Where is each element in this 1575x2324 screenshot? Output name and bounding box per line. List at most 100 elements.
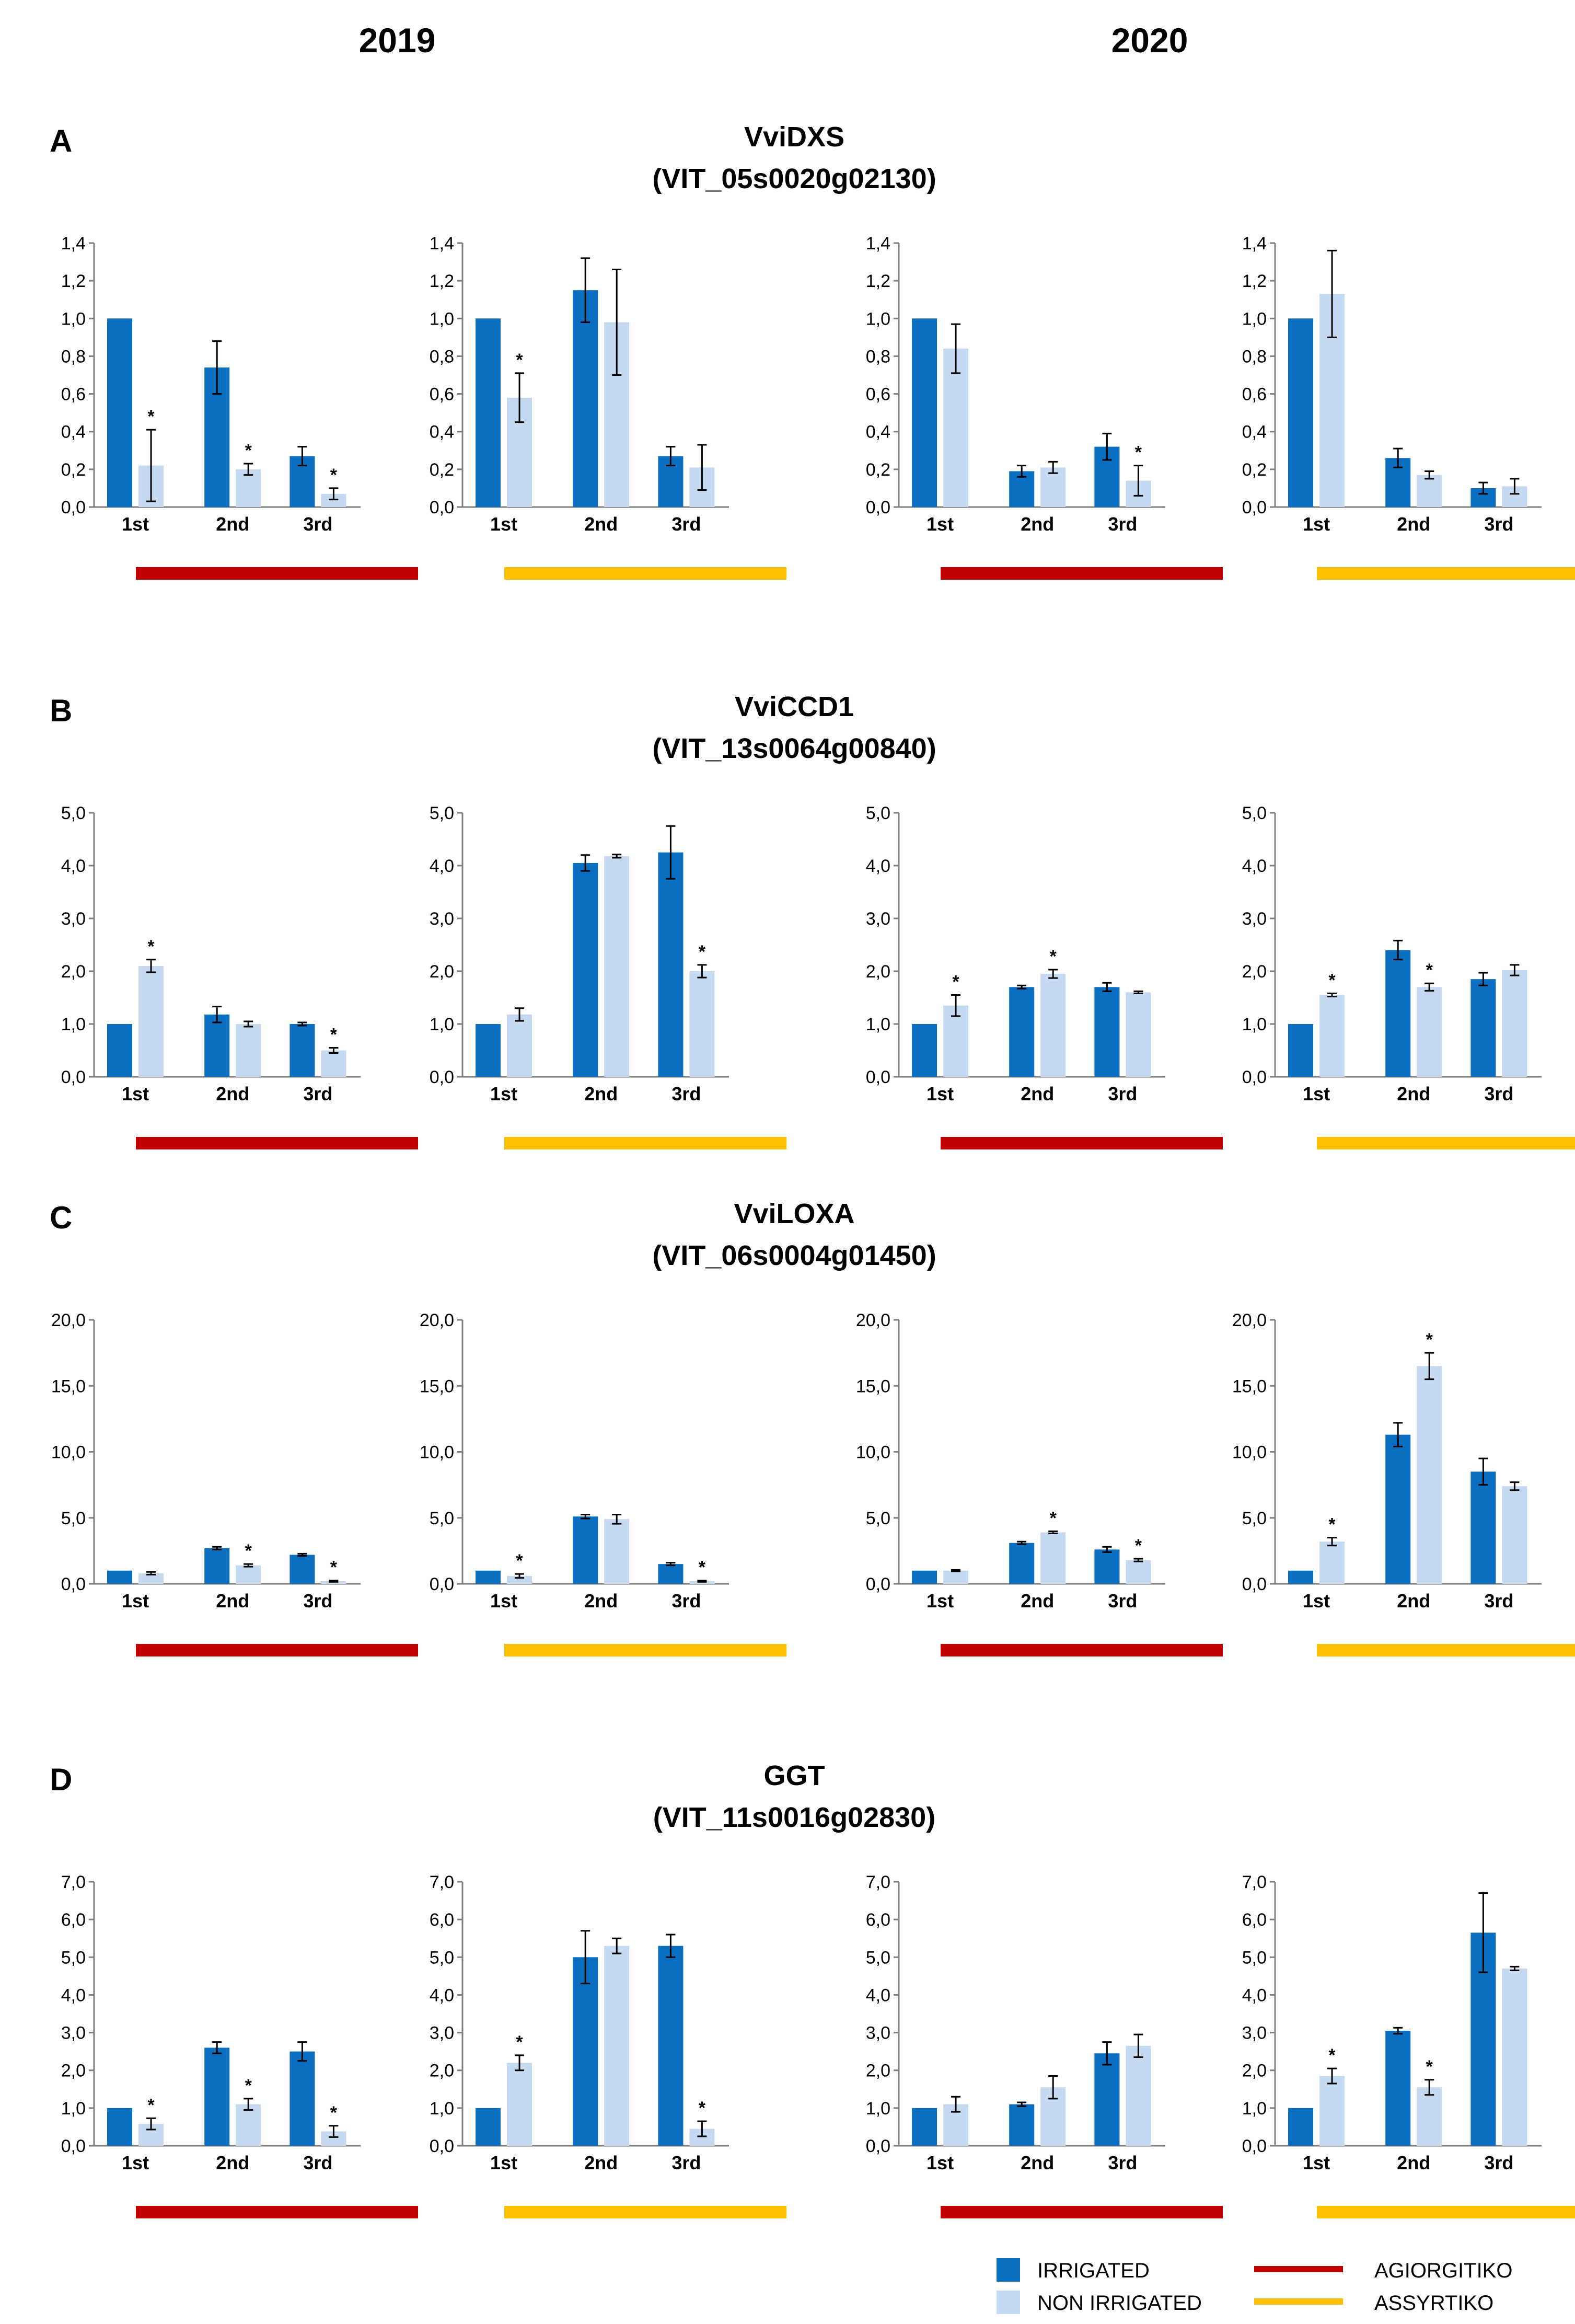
chart-2020-agiorgitiko: 0,0 1,0 2,0 3,0 4,0 5,0 6,0 7,0 1st 2nd 3rd	[866, 1872, 1223, 2218]
y-tick-label: 1,0	[61, 1015, 86, 1034]
bar-irrigated	[573, 1516, 598, 1584]
bar-non-irrigated	[1502, 1968, 1527, 2146]
x-category-label: 1st	[927, 1590, 954, 1612]
y-tick-label: 15,0	[420, 1376, 454, 1396]
y-tick-label: 1,0	[866, 2099, 890, 2119]
bar-irrigated	[573, 862, 598, 1077]
panel-letter: A	[50, 123, 72, 158]
cultivar-bar-agiorgitiko	[136, 2206, 418, 2218]
bar-irrigated	[658, 1946, 684, 2146]
x-category-label: 2nd	[1021, 1590, 1054, 1612]
y-tick-label: 1,2	[430, 271, 454, 291]
bar-non-irrigated	[138, 1573, 164, 1584]
y-tick-label: 0,4	[866, 422, 890, 442]
legend: IRRIGATED NON IRRIGATED AGIORGITIKO ASSY…	[997, 2258, 1512, 2315]
bar-irrigated	[204, 1548, 230, 1584]
bar-non-irrigated	[507, 1014, 532, 1077]
y-tick-label: 1,0	[866, 309, 890, 329]
bar-non-irrigated	[689, 971, 715, 1077]
y-tick-label: 0,4	[61, 422, 86, 442]
y-tick-label: 20,0	[420, 1310, 454, 1330]
y-tick-label: 7,0	[1242, 1872, 1267, 1892]
y-tick-label: 6,0	[1242, 1910, 1267, 1930]
y-tick-label: 2,0	[430, 2061, 454, 2081]
y-tick-label: 5,0	[430, 1509, 454, 1528]
significance-marker: *	[952, 972, 959, 992]
y-tick-label: 5,0	[430, 1948, 454, 1968]
bar-non-irrigated	[943, 1005, 969, 1077]
bar-irrigated	[289, 1024, 315, 1077]
bar-irrigated	[1094, 987, 1120, 1077]
y-tick-label: 4,0	[61, 1985, 86, 2005]
significance-marker: *	[1328, 970, 1336, 990]
bar-non-irrigated	[1126, 2045, 1151, 2146]
x-category-label: 2nd	[1021, 1083, 1054, 1105]
y-tick-label: 0,0	[866, 1574, 890, 1594]
x-category-label: 2nd	[584, 1083, 618, 1105]
chart-2020-assyrtiko: 0,0 5,0 10,0 15,0 20,0 * 1st * 2nd 3rd	[1232, 1310, 1575, 1656]
y-tick-label: 6,0	[866, 1910, 890, 1930]
bar-irrigated	[912, 1024, 937, 1077]
significance-marker: *	[147, 407, 155, 427]
bar-non-irrigated	[236, 2104, 261, 2146]
y-tick-label: 3,0	[61, 2023, 86, 2043]
bar-irrigated	[1009, 987, 1035, 1077]
gene-name: GGT	[764, 1760, 825, 1791]
cultivar-bar-agiorgitiko	[136, 1644, 418, 1656]
bar-non-irrigated	[1040, 1532, 1066, 1584]
bar-irrigated	[658, 1564, 684, 1584]
significance-marker: *	[1426, 960, 1433, 980]
significance-marker: *	[516, 350, 523, 370]
y-tick-label: 0,2	[61, 460, 86, 480]
bar-non-irrigated	[1126, 992, 1151, 1077]
bar-non-irrigated	[236, 1024, 261, 1077]
y-tick-label: 1,2	[1242, 271, 1267, 291]
x-category-label: 3rd	[303, 2152, 332, 2173]
significance-marker: *	[1426, 1330, 1433, 1350]
x-category-label: 3rd	[303, 1590, 332, 1612]
bar-irrigated	[912, 2108, 937, 2146]
gene-id: (VIT_05s0020g02130)	[652, 163, 936, 194]
significance-marker: *	[330, 2103, 338, 2123]
legend-non-irrigated-label: NON IRRIGATED	[1037, 2292, 1202, 2315]
bar-irrigated	[107, 318, 133, 507]
y-tick-label: 1,0	[1242, 1015, 1267, 1034]
cultivar-bar-assyrtiko	[1317, 1644, 1575, 1656]
significance-marker: *	[245, 2076, 252, 2096]
y-tick-label: 20,0	[1232, 1310, 1267, 1330]
legend-non-irrigated-swatch	[997, 2291, 1020, 2314]
x-category-label: 3rd	[1108, 1083, 1137, 1105]
bar-non-irrigated	[1417, 987, 1442, 1077]
significance-marker: *	[245, 441, 252, 461]
y-tick-label: 3,0	[1242, 909, 1267, 929]
y-tick-label: 1,0	[430, 309, 454, 329]
chart-2019-assyrtiko: 0,0 5,0 10,0 15,0 20,0 * 1st 2nd * 3rd	[420, 1310, 786, 1656]
cultivar-bar-assyrtiko	[1317, 1137, 1575, 1149]
y-tick-label: 2,0	[866, 2061, 890, 2081]
y-tick-label: 0,0	[61, 2136, 86, 2156]
x-category-label: 1st	[927, 2152, 954, 2173]
x-category-label: 2nd	[1397, 2152, 1430, 2173]
y-tick-label: 1,4	[1242, 234, 1267, 254]
y-tick-label: 15,0	[1232, 1376, 1267, 1396]
bar-irrigated	[204, 1014, 230, 1077]
bar-irrigated	[1094, 1549, 1120, 1584]
y-tick-label: 6,0	[61, 1910, 86, 1930]
y-tick-label: 0,0	[430, 1574, 454, 1594]
cultivar-bar-agiorgitiko	[941, 1644, 1223, 1656]
legend-assyrtiko-label: ASSYRTIKO	[1374, 2292, 1493, 2315]
x-category-label: 1st	[490, 1083, 517, 1105]
x-category-label: 1st	[122, 1590, 149, 1612]
panel-c: C VviLOXA (VIT_06s0004g01450) 0,0 5,0 10,0 15,…	[50, 1198, 1575, 1656]
y-tick-label: 7,0	[866, 1872, 890, 1892]
bar-irrigated	[107, 1024, 133, 1077]
y-tick-label: 3,0	[1242, 2023, 1267, 2043]
x-category-label: 2nd	[1397, 513, 1430, 535]
y-tick-label: 3,0	[430, 2023, 454, 2043]
y-tick-label: 2,0	[61, 2061, 86, 2081]
y-tick-label: 4,0	[1242, 856, 1267, 876]
x-category-label: 1st	[490, 1590, 517, 1612]
x-category-label: 1st	[1303, 1590, 1330, 1612]
year-heading-2019: 2019	[359, 21, 436, 60]
